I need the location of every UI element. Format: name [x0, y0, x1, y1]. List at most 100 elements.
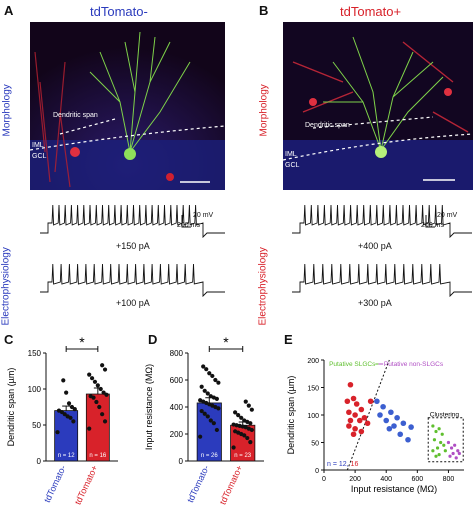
point-cluster-purple: [448, 454, 452, 458]
n-label-e: n = 12, 16: [327, 461, 358, 468]
point-cluster-green: [432, 438, 437, 442]
dendritic-span-label-b: Dendritic span: [305, 122, 350, 129]
clustering-box: [427, 417, 464, 463]
data-point: [100, 363, 105, 368]
data-point: [208, 394, 213, 399]
significance-star: *: [223, 335, 229, 350]
row-label-morphology-b: Morphology: [258, 84, 270, 137]
point-cluster-green: [440, 432, 444, 436]
y-tick-label: 50: [32, 421, 41, 430]
data-point: [102, 419, 108, 424]
data-point: [242, 418, 247, 423]
chart-dendritic-span: 0 50 100 150 Dendritic span (µm) n = 12 tdToma…: [6, 335, 118, 507]
chart-scatter-span-vs-resistance: 0 50 100 150 200 0 200 400 600 800 Input resistanc…: [286, 358, 464, 494]
scale-bar-b: [425, 215, 435, 228]
data-point: [207, 371, 212, 376]
y-tick-label: 0: [179, 457, 184, 466]
y-tick-label: 200: [307, 358, 319, 365]
data-point: [97, 404, 102, 410]
panel-a-title: tdTomato-: [90, 4, 148, 19]
point-tdtomato-negative: [397, 431, 404, 438]
y-axis-label: Input resistance (MΩ): [144, 364, 154, 450]
scale-ms-b: 200 ms: [421, 222, 444, 229]
point-tdtomato-positive: [361, 414, 368, 421]
x-tick-label: 200: [349, 476, 361, 483]
data-point: [213, 377, 218, 383]
data-point: [101, 390, 106, 395]
data-point: [211, 421, 216, 426]
y-axis-label: Dendritic span (µm): [286, 376, 296, 455]
data-point: [231, 445, 236, 450]
point-tdtomato-negative: [383, 417, 390, 424]
point-tdtomato-negative: [388, 409, 394, 416]
data-point: [202, 388, 207, 393]
y-tick-label: 150: [28, 349, 42, 358]
point-cluster-green: [439, 440, 443, 445]
scale-mv-a: 20 mV: [193, 212, 214, 219]
point-tdtomato-negative: [405, 436, 411, 443]
trace-a-top-current: +150 pA: [116, 241, 150, 251]
point-tdtomato-negative: [391, 423, 397, 429]
trace-a-bottom-current: +100 pA: [116, 298, 150, 308]
data-point: [65, 414, 70, 419]
data-point: [202, 411, 207, 416]
point-tdtomato-positive: [346, 409, 352, 416]
data-point: [100, 412, 105, 417]
point-cluster-green: [443, 449, 447, 453]
y-tick-label: 600: [170, 376, 184, 385]
y-tick-label: 100: [28, 385, 42, 394]
micrograph-tdtomato-negative: Dendritic span IML GCL: [30, 22, 225, 190]
data-point: [95, 383, 100, 388]
data-point: [249, 407, 254, 412]
point-cluster-purple: [457, 451, 461, 456]
y-axis-label: Dendritic span (µm): [6, 368, 16, 447]
data-point: [199, 408, 204, 414]
n-label: n = 16: [89, 453, 107, 459]
point-tdtomato-negative: [400, 420, 407, 427]
bar-tdtomato-positive: [85, 393, 110, 462]
n-label: n = 23: [234, 453, 252, 459]
y-tick-label: 50: [311, 441, 319, 448]
data-point: [205, 414, 210, 419]
data-point: [92, 379, 98, 384]
y-tick-label: 0: [315, 468, 319, 475]
y-tick-label: 800: [170, 349, 184, 358]
x-tick-label: 0: [322, 476, 326, 483]
point-tdtomato-positive: [364, 420, 371, 427]
dendritic-span-label-a: Dendritic span: [53, 112, 98, 119]
data-point: [71, 419, 76, 424]
x-tick-label: 800: [443, 476, 455, 483]
point-tdtomato-positive: [358, 406, 365, 413]
panel-label-a: A: [4, 3, 14, 18]
point-tdtomato-positive: [352, 412, 358, 418]
point-tdtomato-positive: [350, 395, 357, 402]
data-point: [64, 390, 69, 395]
data-point: [231, 422, 236, 427]
point-cluster-green: [437, 427, 441, 431]
data-point: [69, 404, 75, 410]
trace-a-top: [40, 204, 225, 239]
point-tdtomato-positive: [344, 398, 351, 405]
row-label-electrophysiology-b: Electrophysiology: [257, 247, 269, 326]
point-cluster-green: [431, 449, 435, 453]
scale-mv-b: 20 mV: [437, 212, 458, 219]
y-tick-label: 150: [307, 386, 319, 393]
point-cluster-green: [442, 443, 446, 447]
panel-label-d: D: [148, 332, 158, 347]
category-label: tdTomato+: [73, 464, 100, 507]
annotation-putative-slgcs: Putative SLGCs: [329, 361, 376, 368]
iml-label-a: IML: [32, 142, 44, 149]
point-cluster-green: [431, 424, 435, 428]
panel-label-c: C: [4, 332, 14, 347]
row-label-electrophysiology-a: Electrophysiology: [0, 247, 12, 326]
data-point: [216, 380, 221, 385]
data-point: [102, 367, 108, 372]
y-tick-label: 400: [170, 403, 184, 412]
x-axis-label: Input resistance (MΩ): [351, 484, 437, 494]
row-label-morphology-a: Morphology: [1, 84, 13, 137]
data-point: [201, 364, 206, 369]
point-tdtomato-negative: [380, 403, 386, 410]
x-tick-label: 400: [380, 476, 392, 483]
data-point: [104, 392, 109, 397]
point-tdtomato-negative: [394, 414, 400, 421]
